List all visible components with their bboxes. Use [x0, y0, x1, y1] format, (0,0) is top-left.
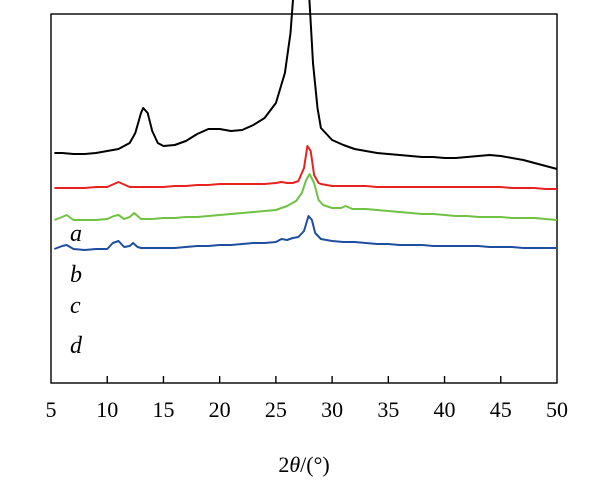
series-label-a: a — [70, 221, 82, 247]
x-axis-title-symbol: θ — [289, 452, 300, 477]
x-axis-title: 2θ/(°) — [278, 452, 329, 477]
x-axis-ticks: 5 10 15 20 25 30 35 40 45 50 — [46, 376, 568, 422]
x-tick-label: 30 — [321, 397, 343, 422]
series-line-a — [54, 0, 558, 170]
x-tick-label: 15 — [152, 397, 174, 422]
x-tick-label: 5 — [46, 397, 57, 422]
x-tick-label: 35 — [377, 397, 399, 422]
x-tick-label: 10 — [96, 397, 118, 422]
x-tick-label: 45 — [490, 397, 512, 422]
series-label-d: d — [70, 333, 83, 359]
x-tick-label: 50 — [546, 397, 568, 422]
series-line-c — [54, 173, 558, 221]
x-axis-title-suffix: /(°) — [300, 452, 330, 477]
series-label-c: c — [70, 293, 81, 319]
series-line-d — [54, 215, 557, 251]
x-tick-label: 25 — [265, 397, 287, 422]
x-tick-label: 40 — [434, 397, 456, 422]
plot-frame — [50, 13, 558, 384]
series-line-b — [54, 145, 557, 190]
series-label-b: b — [70, 262, 82, 288]
series-layer — [54, 0, 558, 251]
x-tick-label: 20 — [209, 397, 231, 422]
x-axis-title-prefix: 2 — [278, 452, 289, 477]
